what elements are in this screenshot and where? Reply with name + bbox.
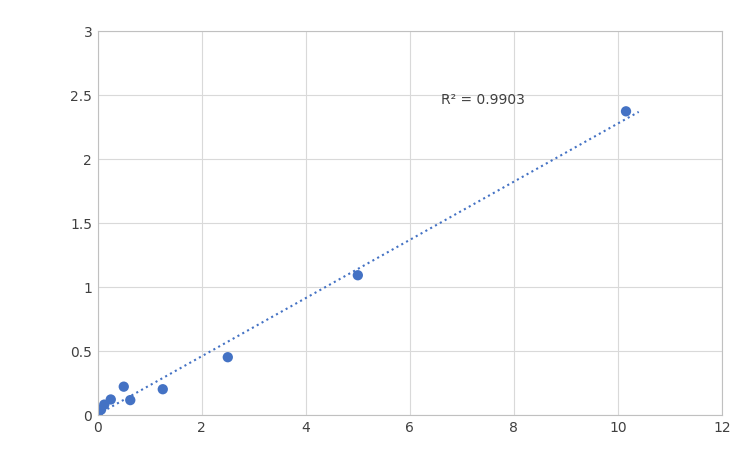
Point — [352, 272, 364, 279]
Text: R² = 0.9903: R² = 0.9903 — [441, 93, 525, 107]
Point — [118, 383, 130, 391]
Point — [99, 401, 111, 408]
Point — [222, 354, 234, 361]
Point — [105, 396, 117, 403]
Point — [95, 406, 107, 414]
Point — [124, 396, 136, 404]
Point — [620, 109, 632, 116]
Point — [156, 386, 168, 393]
Point — [92, 411, 104, 419]
